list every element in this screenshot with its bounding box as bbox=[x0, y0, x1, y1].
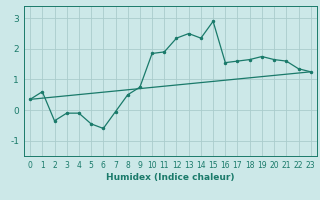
X-axis label: Humidex (Indice chaleur): Humidex (Indice chaleur) bbox=[106, 173, 235, 182]
